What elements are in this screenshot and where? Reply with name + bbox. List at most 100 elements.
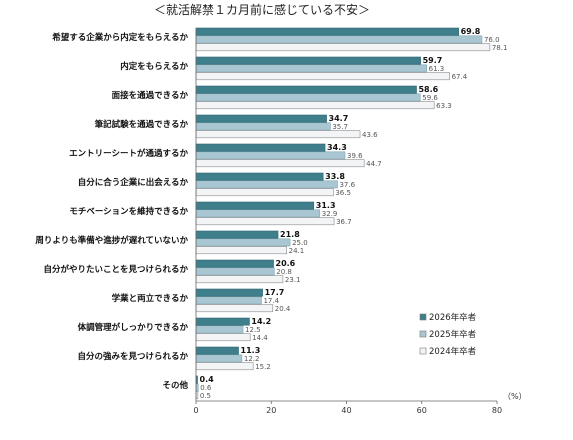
category-label: エントリーシートが通過するか xyxy=(69,148,188,159)
category-label: 周りよりも準備や進捗が遅れていないか xyxy=(35,235,188,246)
data-label: 20.6 xyxy=(276,259,296,268)
category-label: 自分の強みを見つけられるか xyxy=(77,351,188,362)
category-label: 面接を通過できるか xyxy=(112,90,189,101)
chart-title: ＜就活解禁１カ月前に感じている不安＞ xyxy=(154,2,370,17)
data-label: 11.3 xyxy=(241,346,261,355)
data-label: 0.4 xyxy=(200,375,215,384)
data-label: 23.1 xyxy=(285,276,301,284)
bar xyxy=(195,304,274,313)
data-label: 31.3 xyxy=(316,201,336,210)
bar xyxy=(195,259,274,268)
data-label: 24.1 xyxy=(289,247,305,255)
x-tick-label: 60 xyxy=(417,406,427,415)
data-label: 35.7 xyxy=(332,123,348,131)
bar xyxy=(195,296,262,305)
bar xyxy=(195,209,321,218)
data-label: 12.2 xyxy=(244,355,260,363)
bar xyxy=(195,217,335,226)
data-label: 61.3 xyxy=(429,65,445,73)
data-label: 20.8 xyxy=(276,268,292,276)
data-label: 78.1 xyxy=(492,44,508,52)
bar xyxy=(195,43,491,52)
category-label: 学業と両立できるか xyxy=(112,293,189,304)
bar xyxy=(195,64,427,73)
data-label: 58.6 xyxy=(418,85,438,94)
legend-swatch xyxy=(419,347,427,355)
data-label: 32.9 xyxy=(322,210,338,218)
data-label: 21.8 xyxy=(280,230,300,239)
bar xyxy=(195,180,338,189)
data-label: 12.5 xyxy=(245,326,261,334)
bar xyxy=(195,27,459,36)
data-label: 34.7 xyxy=(329,114,349,123)
data-label: 25.0 xyxy=(292,239,308,247)
bar xyxy=(195,275,284,284)
bars-layer xyxy=(195,27,491,400)
x-tick-label: 0 xyxy=(193,406,198,415)
bar xyxy=(195,130,361,139)
data-label: 17.4 xyxy=(263,297,279,305)
bar xyxy=(195,230,279,239)
legend-swatch xyxy=(419,330,427,338)
legend-label: 2026年卒者 xyxy=(429,312,477,323)
data-label: 33.8 xyxy=(325,172,345,181)
category-label: モチベーションを維持できるか xyxy=(69,206,188,217)
data-label: 0.6 xyxy=(200,384,212,392)
bar xyxy=(195,56,421,65)
bar xyxy=(195,114,327,123)
data-label: 0.5 xyxy=(200,392,211,400)
data-label: 36.7 xyxy=(336,218,352,226)
data-label: 34.3 xyxy=(327,143,347,152)
bar xyxy=(195,159,365,168)
data-label: 14.4 xyxy=(252,334,268,342)
data-label: 15.2 xyxy=(255,363,271,371)
data-label: 59.7 xyxy=(423,56,443,65)
bar xyxy=(195,122,331,131)
category-label: 内定をもらえるか xyxy=(120,61,188,72)
data-label: 20.4 xyxy=(275,305,291,313)
bar xyxy=(195,201,315,210)
x-unit-label: （%） xyxy=(503,392,527,401)
bar xyxy=(195,354,243,363)
x-tick-label: 40 xyxy=(341,406,351,415)
bar xyxy=(195,188,334,197)
bar xyxy=(195,362,254,371)
legend-label: 2025年卒者 xyxy=(429,329,477,340)
bar xyxy=(195,101,435,110)
category-label: 筆記試験を通過できるか xyxy=(95,119,189,130)
bar xyxy=(195,35,483,44)
legend-swatch xyxy=(419,313,427,321)
legend-label: 2024年卒者 xyxy=(429,346,477,357)
category-label: 体調管理がしっかりできるか xyxy=(78,322,189,333)
x-tick-label: 80 xyxy=(492,406,502,415)
bar xyxy=(195,317,250,326)
x-tick-label: 20 xyxy=(266,406,276,415)
category-label: その他 xyxy=(162,380,188,391)
category-label: 自分がやりたいことを見つけられるか xyxy=(43,264,188,275)
data-label: 37.6 xyxy=(339,181,355,189)
data-label: 17.7 xyxy=(265,288,285,297)
data-label: 76.0 xyxy=(484,36,500,44)
bar xyxy=(195,85,417,94)
data-label: 63.3 xyxy=(436,102,452,110)
bar xyxy=(195,72,450,81)
bar xyxy=(195,93,421,102)
bar xyxy=(195,151,346,160)
data-label: 14.2 xyxy=(251,317,271,326)
x-axis: 0 20 40 60 80（%） xyxy=(193,28,527,415)
data-label: 67.4 xyxy=(452,73,468,81)
data-label: 69.8 xyxy=(461,27,481,36)
legend: 2026年卒者 2025年卒者 2024年卒者 xyxy=(419,312,477,357)
bar xyxy=(195,143,326,152)
bar xyxy=(195,172,324,181)
bar xyxy=(195,288,263,297)
category-label: 希望する企業から内定をもらえるか xyxy=(52,32,188,43)
bar xyxy=(195,267,275,276)
bar xyxy=(195,325,244,334)
data-label: 59.6 xyxy=(422,94,438,102)
data-label: 36.5 xyxy=(335,189,351,197)
data-label: 43.6 xyxy=(362,131,378,139)
bar xyxy=(195,238,291,247)
data-label: 44.7 xyxy=(366,160,382,168)
